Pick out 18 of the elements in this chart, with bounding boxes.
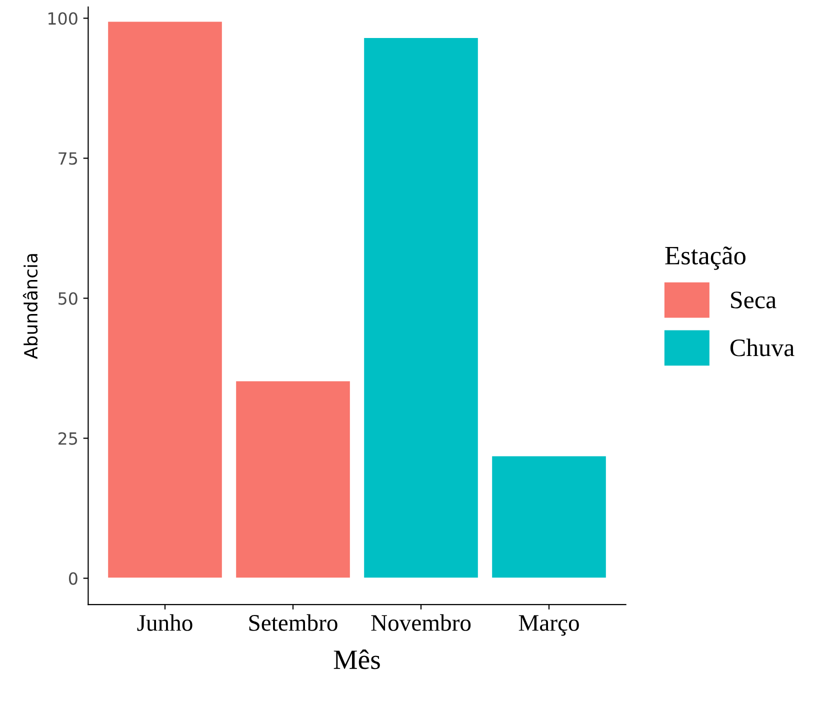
bar (234, 380, 352, 579)
legend-label: Chuva (730, 338, 794, 356)
bar (362, 36, 480, 579)
legend-label: Seca (731, 292, 776, 308)
x-axis-title: Mês (334, 650, 380, 670)
x-tick-label: Novembro (371, 614, 471, 631)
y-tick-label: 50 (58, 292, 78, 305)
legend-title: Estação (665, 246, 746, 270)
x-tick-label: Junho (137, 614, 192, 631)
y-tick-label: 100 (48, 12, 78, 25)
x-tick-label: Setembro (249, 614, 338, 631)
y-axis-title: Abundância (22, 254, 38, 360)
y-tick-label: 0 (68, 572, 78, 585)
bar (106, 20, 224, 579)
y-tick-label: 25 (58, 432, 78, 445)
bar (490, 454, 608, 579)
x-tick-label: Março (518, 615, 579, 636)
y-tick-label: 75 (58, 152, 78, 165)
